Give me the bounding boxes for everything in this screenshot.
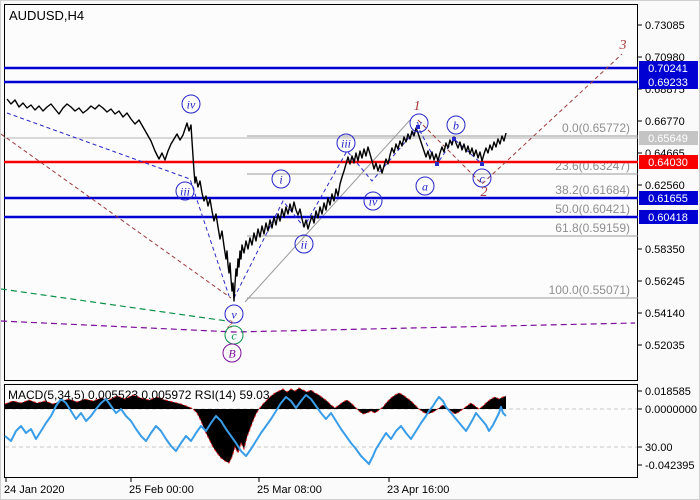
wave-path-left[interactable]	[6, 112, 230, 297]
fib-label: 61.8(0.59159)	[555, 221, 630, 235]
price-marker-box	[639, 210, 698, 224]
price-marker-value: 0.64030	[648, 157, 688, 169]
fib-label: 38.2(0.61684)	[555, 183, 630, 197]
rsi-line	[4, 394, 507, 465]
price-marker-box	[639, 61, 698, 75]
fib-label: 0.0(0.65772)	[562, 121, 630, 135]
fib-label: 50.0(0.60421)	[555, 202, 630, 216]
price-axis-tick-label: 0.58350	[645, 244, 685, 256]
price-axis-tick-label: 0.54140	[645, 308, 685, 320]
indicator-axis-tick-label: -0.042395	[645, 460, 695, 472]
wave-point-marker	[435, 162, 439, 166]
indicator-values-label: MACD(5,34,5) 0.005523 0.005972 RSI(14) 5…	[8, 388, 270, 402]
price-marker-box	[639, 75, 698, 89]
indicator-axis-tick-label: 0.018585	[645, 386, 691, 398]
purple-level-line[interactable]	[1, 320, 636, 333]
trend-channel-line[interactable]	[244, 119, 411, 303]
time-axis-label: 24 Jan 2020	[4, 484, 65, 496]
time-axis-label: 23 Apr 16:00	[387, 484, 449, 496]
price-pane-frame[interactable]	[4, 4, 638, 381]
wave-point-marker	[452, 137, 456, 141]
price-marker-box	[639, 155, 698, 169]
price-axis-tick-label: 0.56245	[645, 276, 685, 288]
green-level-line[interactable]	[1, 288, 228, 322]
price-axis-tick-label: 0.66770	[645, 116, 685, 128]
macd-signal-line	[4, 387, 507, 464]
price-marker-box	[639, 131, 698, 145]
price-marker-box	[639, 191, 698, 205]
price-marker-value: 0.70241	[648, 63, 688, 75]
symbol-timeframe-label: AUDUSD,H4	[9, 8, 85, 23]
indicator-axis-tick-label: 0.0000000	[645, 404, 697, 416]
wave-point-marker	[480, 162, 484, 166]
price-marker-value: 0.61655	[648, 193, 688, 205]
fib-label: 100.0(0.55071)	[549, 283, 630, 297]
price-series[interactable]	[6, 98, 507, 302]
time-axis-label: 25 Feb 00:00	[129, 484, 194, 496]
price-marker-value: 0.65649	[648, 133, 688, 145]
price-axis-tick-label: 0.52035	[645, 340, 685, 352]
indicator-axis-tick-label: 30.00	[645, 442, 673, 454]
time-axis-label: 25 Mar 08:00	[257, 484, 322, 496]
macd-histogram	[5, 388, 506, 463]
price-axis-tick-label: 0.62560	[645, 180, 685, 192]
wave-point-marker	[416, 125, 420, 129]
price-marker-value: 0.69233	[648, 77, 688, 89]
impulse-projection-line[interactable]	[417, 53, 623, 185]
price-marker-value: 0.60418	[648, 212, 688, 224]
price-axis-tick-label: 0.73085	[645, 20, 685, 32]
decline-projection-line[interactable]	[1, 133, 232, 299]
